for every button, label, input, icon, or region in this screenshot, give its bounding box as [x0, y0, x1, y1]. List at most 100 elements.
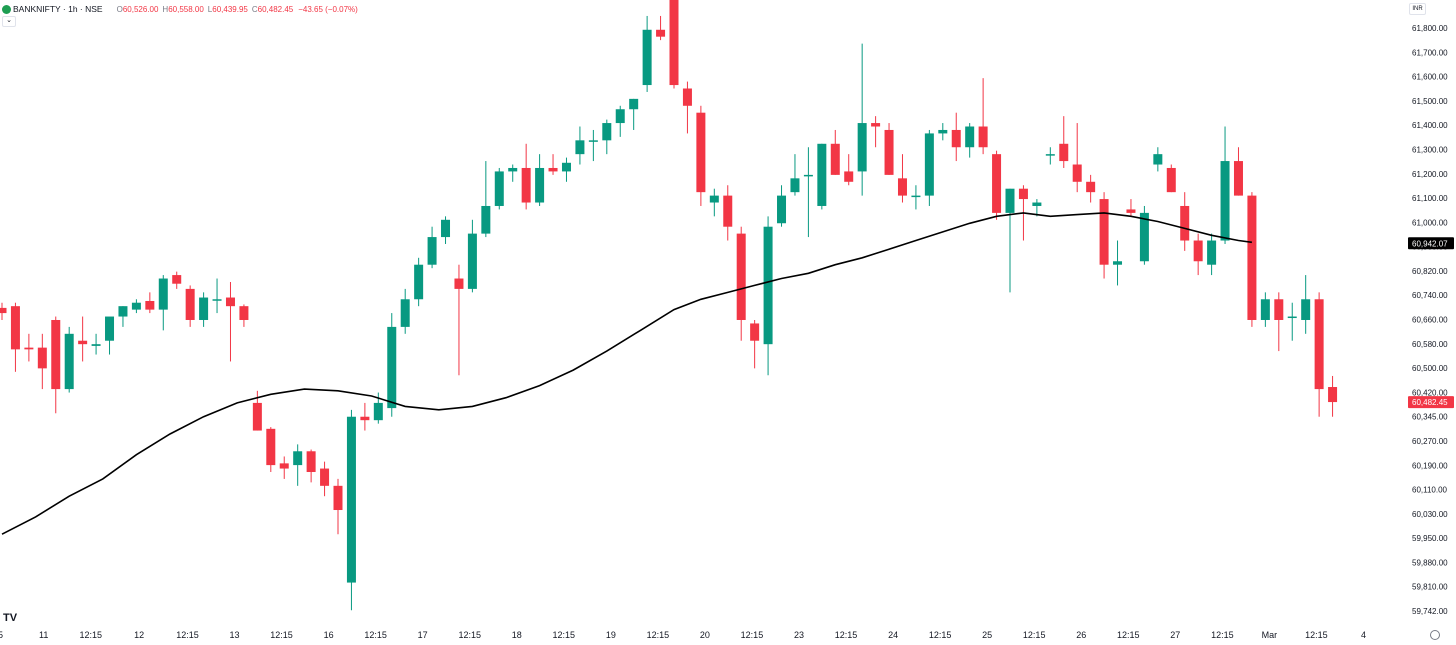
chevron-down-icon[interactable]: ⌄	[2, 16, 16, 27]
candle-body	[105, 316, 115, 341]
candle	[1072, 123, 1082, 193]
candle	[1233, 147, 1243, 196]
candle-body	[51, 319, 61, 390]
price-tick-label: 60,270.00	[1412, 437, 1448, 446]
candle-body	[373, 402, 383, 421]
candle-body	[1260, 299, 1270, 320]
last-price-tag-label: 60,482.45	[1412, 398, 1448, 407]
candle-body	[508, 167, 518, 172]
candle-body	[24, 347, 34, 350]
candle	[1126, 199, 1136, 217]
candle-body	[1099, 199, 1109, 265]
time-tick-label: 12:15	[1305, 630, 1328, 640]
candle	[911, 185, 921, 210]
candle-body	[992, 154, 1002, 213]
ma-price-tag: 60,942.07	[1408, 237, 1454, 250]
price-tick-label: 60,190.00	[1412, 461, 1448, 470]
candle	[978, 78, 988, 155]
ohlc-value: −43.65 (−0.07%)	[298, 4, 358, 14]
candle-body	[91, 344, 101, 346]
candle-body	[441, 219, 451, 238]
candle-body	[830, 143, 840, 175]
candle-body	[871, 123, 881, 127]
candle-body	[1086, 181, 1096, 193]
time-tick-label: 15	[0, 630, 3, 640]
currency-badge[interactable]: INR	[1409, 3, 1426, 15]
candle-body	[1113, 261, 1123, 265]
time-tick-label: 25	[982, 630, 992, 640]
candle	[844, 154, 854, 186]
price-tick-label: 59,810.00	[1412, 583, 1448, 592]
price-tick-label: 61,700.00	[1412, 48, 1448, 57]
ohlc-key: C	[251, 4, 258, 14]
ohlc-value: 60,526.00	[122, 4, 159, 14]
candle	[508, 164, 518, 182]
candle-body	[266, 428, 276, 466]
time-tick-label: 19	[606, 630, 616, 640]
candle-body	[1018, 188, 1028, 200]
candle	[1099, 192, 1109, 279]
candle	[1193, 233, 1203, 276]
candle-body	[1045, 154, 1055, 156]
price-tick-label: 60,580.00	[1412, 340, 1448, 349]
candle	[441, 216, 451, 244]
symbol-status-icon	[2, 4, 11, 14]
candle	[588, 129, 598, 162]
candle-body	[414, 264, 424, 300]
price-tick-label: 60,500.00	[1412, 364, 1448, 373]
price-tick-label: 60,660.00	[1412, 316, 1448, 325]
price-tick-label: 61,500.00	[1412, 97, 1448, 106]
time-tick-label: 12:15	[835, 630, 858, 640]
candle-body	[1301, 299, 1311, 320]
candle-body	[158, 278, 168, 310]
candle	[0, 302, 7, 320]
candle	[212, 278, 222, 314]
candle-body	[1193, 240, 1203, 262]
price-tick-label: 61,600.00	[1412, 73, 1448, 82]
candle	[37, 333, 47, 390]
candle-body	[145, 300, 155, 310]
candle	[1207, 233, 1217, 276]
candle-body	[897, 178, 907, 196]
candle	[118, 306, 128, 327]
time-tick-label: 12:15	[647, 630, 670, 640]
candle	[642, 15, 652, 92]
candle-body	[279, 463, 289, 469]
candle	[293, 444, 303, 486]
candle-body	[965, 126, 975, 148]
candle	[467, 219, 477, 293]
candle-body	[669, 0, 679, 86]
ma-price-tag-label: 60,942.07	[1412, 239, 1448, 248]
last-price-tag-bg	[1408, 396, 1454, 409]
symbol-title[interactable]: BANKNIFTY · 1h · NSE	[13, 4, 103, 14]
candle	[279, 456, 289, 479]
candle-body	[642, 29, 652, 86]
candle	[199, 292, 209, 327]
time-tick-label: 26	[1076, 630, 1086, 640]
ohlc-key: O	[116, 4, 123, 14]
candle-body	[924, 133, 934, 196]
candle	[871, 116, 881, 148]
candle	[266, 427, 276, 473]
candle-body	[306, 451, 316, 473]
candle	[629, 98, 639, 130]
time-axis[interactable]: 15 11 12:15 12 12:15 13 12:15 16 12:15 17 12:15 18 1…	[0, 630, 1366, 640]
price-axis[interactable]: 61,800.00 61,700.00 61,600.00 61,500.00 61,4…	[1412, 24, 1448, 616]
ohlc-value: 60,558.00	[168, 4, 204, 14]
price-tick-label: 61,300.00	[1412, 145, 1448, 154]
ohlc-value: 60,482.45	[257, 4, 294, 14]
candle	[225, 281, 235, 362]
candle-body	[763, 226, 773, 345]
candle	[992, 150, 1002, 220]
candle-body	[78, 340, 88, 345]
ohlc-key: H	[162, 4, 169, 14]
candle	[333, 478, 343, 535]
last-price-tag: 60,482.45	[1408, 396, 1454, 409]
candle-body	[535, 167, 545, 203]
candle-body	[911, 195, 921, 198]
settings-icon[interactable]	[1430, 630, 1440, 640]
candle	[561, 157, 571, 182]
candle-body	[750, 323, 760, 341]
candle	[158, 275, 168, 331]
